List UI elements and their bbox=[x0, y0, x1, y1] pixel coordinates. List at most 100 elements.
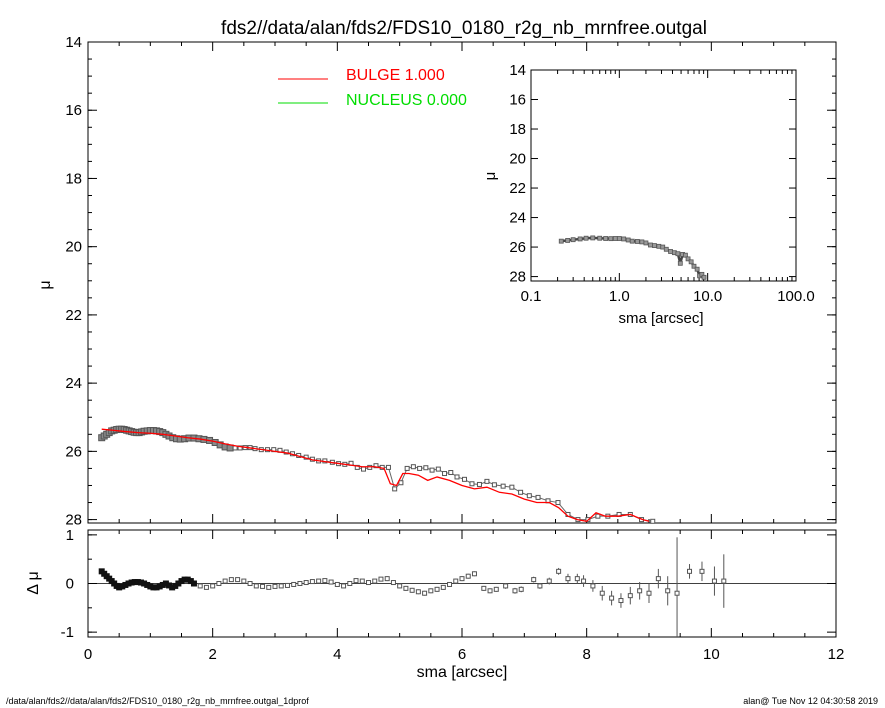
res-point bbox=[537, 583, 543, 589]
res-point bbox=[422, 590, 428, 596]
inset-point bbox=[634, 239, 640, 244]
data-point bbox=[454, 474, 460, 480]
res-point bbox=[440, 584, 446, 590]
footer-filename: /data/alan/fds2//data/alan/fds2/FDS10_01… bbox=[6, 696, 309, 706]
res-point bbox=[453, 578, 459, 584]
legend: BULGE 1.000 NUCLEUS 0.000 bbox=[278, 67, 467, 109]
res-point bbox=[565, 576, 571, 582]
res-point bbox=[353, 578, 359, 584]
res-point bbox=[266, 584, 272, 590]
res-point bbox=[481, 585, 487, 591]
inset-point bbox=[652, 243, 657, 248]
inset-point bbox=[597, 235, 603, 241]
inset-ytick-label: 16 bbox=[509, 92, 526, 109]
res-point bbox=[721, 578, 727, 584]
res-point bbox=[415, 589, 421, 595]
data-point bbox=[484, 478, 490, 484]
res-point bbox=[531, 577, 537, 583]
inset-ylabel: μ bbox=[482, 172, 499, 181]
res-point bbox=[384, 576, 390, 582]
data-point bbox=[410, 464, 416, 470]
main-xaxis-ticks bbox=[87, 42, 837, 523]
inset-point bbox=[685, 256, 691, 262]
data-point bbox=[398, 480, 404, 486]
inset-point bbox=[565, 238, 571, 243]
res-point bbox=[581, 578, 587, 584]
inset-point bbox=[694, 266, 700, 272]
res-point bbox=[260, 583, 266, 589]
legend-bulge-label: BULGE 1.000 bbox=[346, 67, 445, 84]
chart-title: fds2//data/alan/fds2/FDS10_0180_r2g_nb_m… bbox=[221, 18, 707, 39]
inset-point bbox=[625, 237, 631, 243]
res-point bbox=[303, 580, 309, 586]
res-point bbox=[347, 581, 353, 586]
inset-point bbox=[675, 251, 681, 257]
res-point bbox=[378, 576, 384, 582]
res-point bbox=[434, 586, 440, 592]
residual-panel: 10-10 2 4 6 8 10 12 Δ μ sma [arcsec] bbox=[25, 527, 844, 681]
res-point bbox=[590, 583, 596, 589]
res-point bbox=[493, 586, 499, 592]
res-point bbox=[291, 581, 297, 587]
main-ytick-label: 14 bbox=[65, 34, 82, 51]
res-xtick-label: 0 bbox=[84, 646, 92, 663]
inset-point bbox=[648, 242, 653, 248]
res-point bbox=[297, 581, 303, 586]
data-point bbox=[555, 500, 561, 506]
data-point bbox=[423, 465, 429, 471]
res-point bbox=[372, 578, 378, 584]
inset-ytick-label: 22 bbox=[509, 180, 526, 197]
main-ytick-label: 16 bbox=[65, 102, 82, 119]
inset-xtick-label: 100.0 bbox=[777, 288, 815, 305]
data-point bbox=[535, 494, 541, 500]
inset-point bbox=[701, 274, 707, 280]
inset-point bbox=[558, 238, 564, 244]
data-point bbox=[442, 471, 448, 477]
main-panel: 14 16 18 20 22 24 26 28 μ BULGE 1.000 NUCLEUS 0… bbox=[37, 34, 837, 529]
res-point bbox=[359, 578, 365, 584]
data-point bbox=[448, 470, 454, 476]
res-point bbox=[210, 583, 216, 589]
res-point bbox=[618, 598, 624, 604]
data-profile-line bbox=[101, 428, 653, 522]
inset-point bbox=[656, 243, 662, 249]
inset-point bbox=[643, 240, 649, 246]
inset-point bbox=[668, 249, 673, 254]
res-point bbox=[503, 583, 509, 589]
inset-series bbox=[558, 235, 707, 280]
res-point bbox=[637, 588, 643, 594]
inset-point bbox=[608, 236, 614, 242]
main-ytick-label: 18 bbox=[65, 170, 82, 187]
main-ytick-label: 22 bbox=[65, 307, 82, 324]
res-point bbox=[247, 581, 253, 586]
res-point bbox=[397, 583, 403, 589]
data-point bbox=[595, 513, 601, 519]
res-xtick-label: 4 bbox=[333, 646, 341, 663]
res-point bbox=[235, 577, 241, 583]
data-point bbox=[476, 481, 482, 487]
res-xtick-label: 10 bbox=[703, 646, 720, 663]
res-point bbox=[711, 578, 717, 584]
res-point bbox=[599, 590, 605, 596]
main-yaxis: 14 16 18 20 22 24 26 28 bbox=[65, 34, 836, 529]
inset-point bbox=[570, 237, 576, 243]
res-point bbox=[403, 585, 409, 591]
main-ytick-label: 26 bbox=[65, 443, 82, 460]
res-point bbox=[222, 578, 228, 584]
res-point bbox=[646, 590, 652, 596]
data-point bbox=[373, 463, 379, 469]
legend-nucleus-label: NUCLEUS 0.000 bbox=[346, 92, 467, 109]
res-point bbox=[409, 587, 415, 593]
res-ytick-label: 0 bbox=[66, 576, 74, 593]
res-point bbox=[328, 579, 334, 585]
res-ytick-label: 1 bbox=[66, 527, 74, 544]
res-point bbox=[197, 583, 203, 589]
res-point bbox=[241, 578, 247, 584]
res-point bbox=[428, 588, 434, 594]
res-point bbox=[366, 580, 371, 586]
main-ytick-label: 28 bbox=[65, 512, 82, 529]
res-point bbox=[190, 580, 197, 587]
res-point bbox=[216, 581, 222, 586]
res-point bbox=[518, 586, 524, 592]
data-point bbox=[417, 465, 423, 471]
